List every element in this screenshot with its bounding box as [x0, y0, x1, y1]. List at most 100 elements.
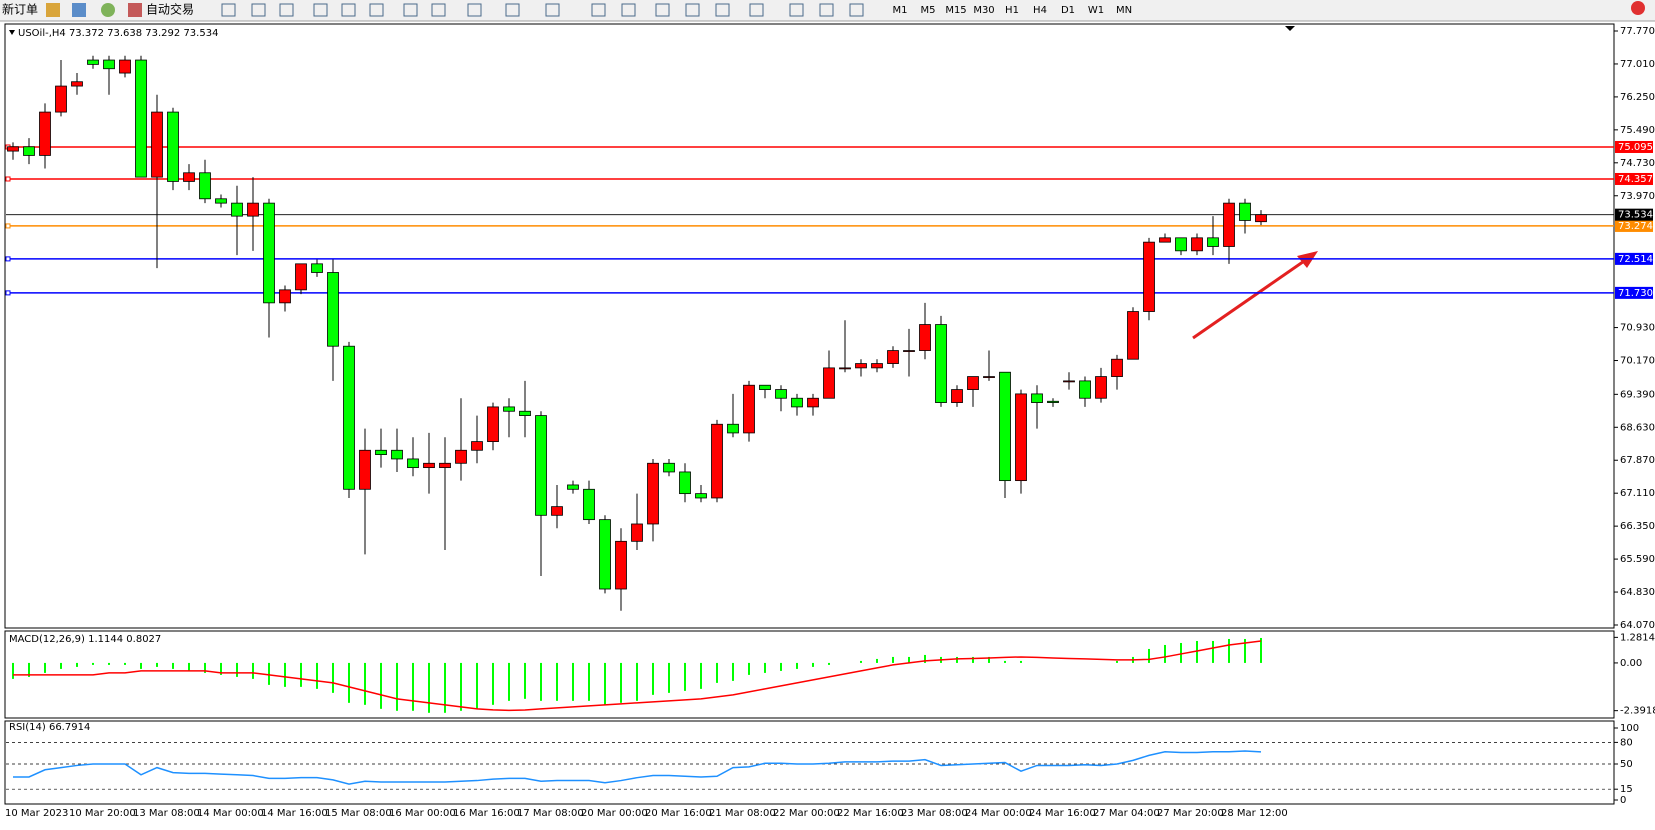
candle-body: [535, 415, 547, 516]
timeframe-button[interactable]: H1: [1005, 5, 1019, 16]
level-handle: [5, 223, 11, 229]
tool-icon[interactable]: [341, 3, 356, 17]
auto-trading-button[interactable]: 自动交易: [146, 2, 194, 17]
tool-icon[interactable]: [621, 3, 636, 17]
tool-icon[interactable]: [749, 3, 764, 17]
y-tick-label: 70.170: [1620, 356, 1655, 367]
y-tick-label: 0: [1620, 795, 1626, 806]
arrow: [1192, 255, 1311, 340]
candle-body: [1047, 400, 1059, 403]
y-tick-label: 64.830: [1620, 587, 1655, 598]
level-label-bg: [1615, 219, 1653, 232]
y-tick-label: 77.010: [1620, 59, 1655, 70]
tool-icon[interactable]: [685, 3, 700, 17]
candle-body: [487, 406, 499, 442]
candle-body: [167, 111, 179, 182]
tool-icon[interactable]: [403, 3, 418, 17]
candle-body: [503, 406, 515, 412]
tool-icon[interactable]: [467, 3, 482, 17]
level-label-bg: [1615, 172, 1653, 185]
timeframe-button[interactable]: M1: [893, 5, 908, 16]
level-label: 75.095: [1618, 142, 1653, 153]
candle-body: [871, 363, 883, 369]
timeframe-button[interactable]: D1: [1061, 5, 1075, 16]
tool-icon[interactable]: [655, 3, 670, 17]
tool-icon[interactable]: [591, 3, 606, 17]
level-handle: [5, 176, 11, 182]
notification-badge[interactable]: [1631, 1, 1645, 15]
timeframe-button[interactable]: MN: [1116, 5, 1132, 16]
candle-body: [519, 410, 531, 416]
tool-icon[interactable]: [819, 3, 834, 17]
tool-icon[interactable]: [369, 3, 384, 17]
icon[interactable]: [46, 3, 60, 17]
tool-icon[interactable]: [431, 3, 446, 17]
timeframe-button[interactable]: M5: [921, 5, 936, 16]
tool-icon[interactable]: [279, 3, 294, 17]
new-order-button[interactable]: 新订单: [2, 2, 38, 17]
candle-body: [967, 376, 979, 390]
tool-icon[interactable]: [505, 3, 520, 17]
candle-body: [583, 488, 595, 521]
candle-body: [1191, 237, 1203, 252]
x-tick-label: 27 Mar 04:00: [1093, 808, 1160, 819]
shift-marker: [1285, 26, 1295, 31]
candle-body: [135, 59, 147, 178]
candle-body: [903, 350, 915, 352]
x-tick-label: 16 Mar 16:00: [453, 808, 520, 819]
candle-body: [231, 202, 243, 217]
y-tick-label: 75.490: [1620, 125, 1655, 136]
auto-trading-icon[interactable]: [128, 3, 142, 17]
x-tick-label: 20 Mar 16:00: [645, 808, 712, 819]
timeframe-button[interactable]: M30: [973, 5, 994, 16]
candle-body: [647, 462, 659, 525]
x-tick-label: 14 Mar 00:00: [197, 808, 264, 819]
tool-icon[interactable]: [715, 3, 730, 17]
x-tick-label: 22 Mar 00:00: [773, 808, 840, 819]
candle-body: [1223, 202, 1235, 247]
candle-body: [311, 263, 323, 273]
level-label: 72.514: [1618, 254, 1653, 265]
candle-body: [215, 198, 227, 204]
y-tick-label: 67.870: [1620, 455, 1655, 466]
candle-body: [103, 59, 115, 70]
x-tick-label: 16 Mar 00:00: [389, 808, 456, 819]
candle-body: [1031, 393, 1043, 403]
candle-body: [375, 449, 387, 456]
x-tick-label: 10 Mar 20:00: [69, 808, 136, 819]
candle-body: [295, 263, 307, 291]
tool-icon[interactable]: [545, 3, 560, 17]
tool-icons: [221, 3, 864, 17]
current-price-label: 73.534: [1618, 210, 1653, 221]
candle-body: [263, 202, 275, 304]
indicator-title: MACD(12,26,9) 1.1144 0.8027: [9, 634, 161, 645]
y-tick-label: 69.390: [1620, 389, 1655, 400]
x-tick-label: 13 Mar 08:00: [133, 808, 200, 819]
candle-body: [183, 172, 195, 182]
candle-body: [823, 367, 835, 399]
icon[interactable]: [101, 3, 115, 17]
tool-icon[interactable]: [221, 3, 236, 17]
candle-body: [567, 484, 579, 490]
tool-icon[interactable]: [313, 3, 328, 17]
tool-icon[interactable]: [251, 3, 266, 17]
level-label-bg: [1615, 286, 1653, 299]
timeframe-button[interactable]: H4: [1033, 5, 1047, 16]
icon[interactable]: [72, 3, 86, 17]
candle-body: [887, 350, 899, 364]
timeframe-button[interactable]: M15: [945, 5, 966, 16]
y-tick-label: 100: [1620, 723, 1639, 734]
timeframe-button[interactable]: W1: [1088, 5, 1104, 16]
current-price-bg: [1615, 208, 1653, 221]
tool-icon[interactable]: [849, 3, 864, 17]
candle-body: [727, 423, 739, 434]
candle-body: [743, 384, 755, 434]
x-tick-label: 15 Mar 08:00: [325, 808, 392, 819]
y-tick-label: 15: [1620, 784, 1633, 795]
candle-body: [407, 458, 419, 469]
rsi-line: [13, 750, 1262, 785]
tool-icon[interactable]: [789, 3, 804, 17]
candle-body: [1159, 237, 1171, 243]
candle-body: [679, 471, 691, 495]
